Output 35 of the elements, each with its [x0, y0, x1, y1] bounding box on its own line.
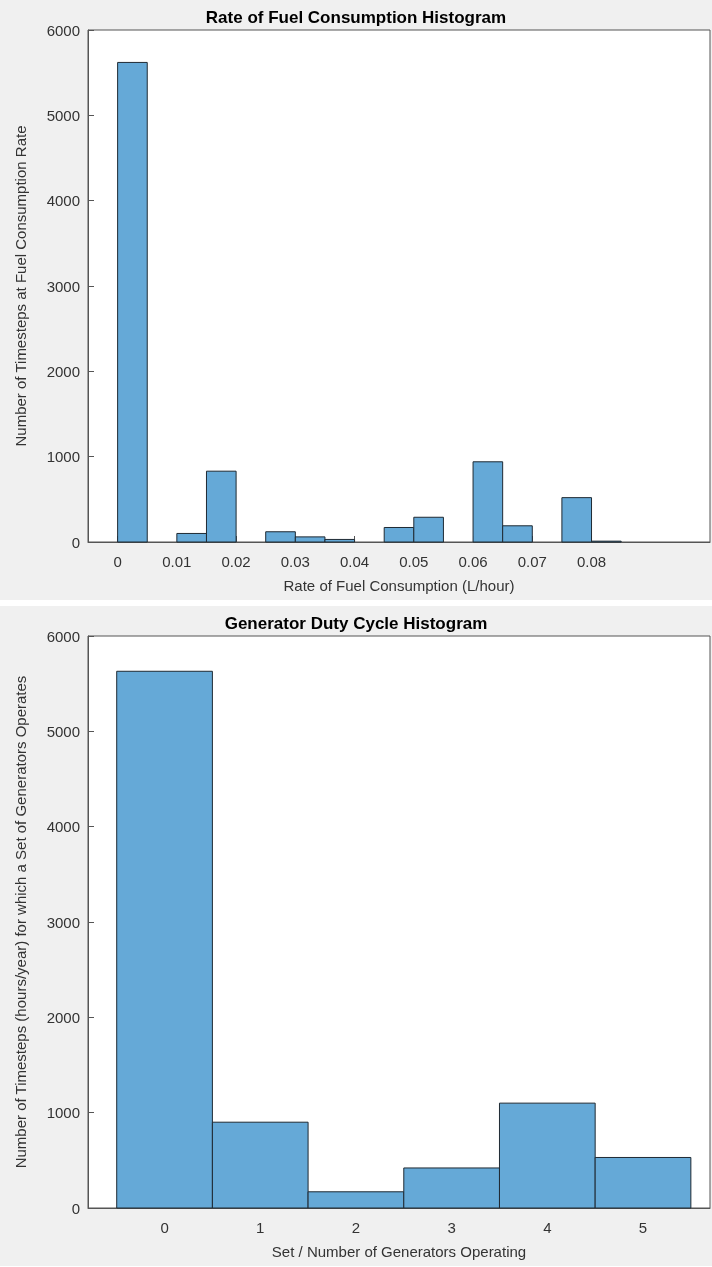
chart-title: Generator Duty Cycle Histogram — [224, 614, 488, 633]
y-tick-label: 2000 — [46, 1008, 80, 1026]
y-tick-label: 0 — [71, 533, 80, 551]
x-tick-label: 0 — [160, 1219, 169, 1236]
x-tick-label: 0.07 — [517, 553, 547, 570]
y-tick-label: 1000 — [46, 448, 80, 466]
x-tick-label: 5 — [638, 1219, 648, 1236]
x-tick-label: 0.02 — [221, 553, 251, 570]
chart-title: Rate of Fuel Consumption Histogram — [205, 8, 507, 27]
x-tick-label: 2 — [351, 1219, 361, 1236]
x-tick-label: 0.03 — [280, 553, 310, 570]
y-tick-label: 6000 — [46, 21, 80, 39]
x-tick-label: 0.05 — [399, 553, 429, 570]
x-axis-title: Rate of Fuel Consumption (L/hour) — [283, 577, 515, 594]
y-tick-label: 1000 — [46, 1104, 80, 1122]
y-tick-label: 5000 — [46, 106, 80, 124]
y-tick-label: 3000 — [46, 913, 80, 931]
y-tick-label: 4000 — [46, 818, 80, 836]
x-tick-label: 1 — [256, 1219, 265, 1236]
x-axis-title: Set / Number of Generators Operating — [271, 1243, 527, 1260]
y-tick-label: 2000 — [46, 362, 80, 380]
x-tick-label: 0.04 — [339, 553, 370, 570]
x-tick-label: 3 — [447, 1219, 456, 1236]
x-tick-label: 0.08 — [576, 553, 607, 570]
y-tick-label: 5000 — [46, 722, 80, 740]
x-tick-label: 0.06 — [458, 553, 488, 570]
y-tick-label: 3000 — [46, 277, 80, 295]
y-axis-title: Number of Timesteps (hours/year) for which a Set of Generators Operates — [12, 675, 29, 1169]
y-tick-label: 6000 — [46, 627, 80, 645]
x-tick-label: 0.01 — [162, 553, 192, 570]
x-tick-label: 0 — [113, 553, 122, 570]
y-tick-label: 4000 — [46, 192, 80, 210]
y-axis-title: Number of Timesteps at Fuel Consumption Rate — [12, 125, 29, 447]
x-tick-label: 4 — [543, 1219, 552, 1236]
y-tick-label: 0 — [71, 1199, 80, 1217]
